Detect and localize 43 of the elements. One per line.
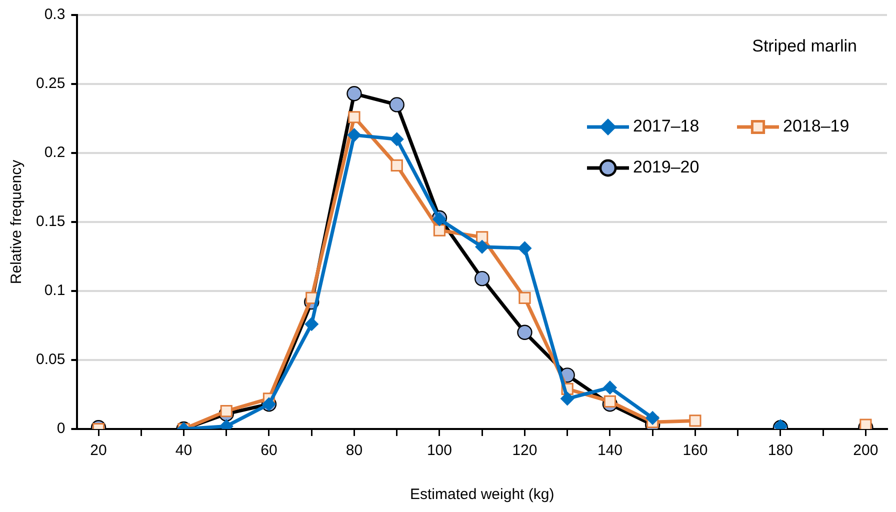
y-tick-label: 0.1 [44,282,66,300]
point [347,128,361,142]
point [474,270,490,286]
point [348,111,360,124]
point [646,411,660,425]
y-tick-label: 0.15 [36,213,66,230]
point [304,317,318,331]
point [476,231,488,244]
y-tick-label: 0.05 [36,351,66,368]
legend-label: 2019–20 [633,158,700,177]
x-tick-label: 40 [175,442,192,460]
point [603,380,617,394]
y-tick-label: 0 [56,420,66,438]
x-tick-label: 20 [90,442,107,460]
point [560,392,574,406]
point [433,224,446,236]
x-tick-label: 60 [260,442,278,460]
x-tick-label: 100 [426,442,452,460]
point [390,132,404,146]
point [517,324,532,340]
y-tick-label: 0.25 [36,75,66,92]
y-tick-label: 0.2 [44,144,66,162]
x-tick-label: 140 [597,442,622,460]
x-tick-label: 180 [768,442,793,460]
legend-label: 2018–19 [783,116,850,136]
point [390,159,403,172]
point [689,414,702,427]
x-tick-label: 80 [346,442,363,460]
y-axis-title: Relative frequency [8,159,26,284]
point [389,97,404,112]
point [518,292,531,304]
point [220,405,232,418]
point [346,86,362,102]
annotation: Striped marlin [752,36,857,56]
x-tick-label: 160 [682,442,708,460]
legend-label: 2017–18 [633,116,700,136]
x-tick-label: 200 [853,442,878,460]
point [518,241,532,255]
x-axis-title: Estimated weight (kg) [410,486,554,504]
y-tick-label: 0.3 [44,6,66,24]
point [604,395,616,408]
x-tick-label: 120 [512,442,538,460]
point [475,240,489,254]
